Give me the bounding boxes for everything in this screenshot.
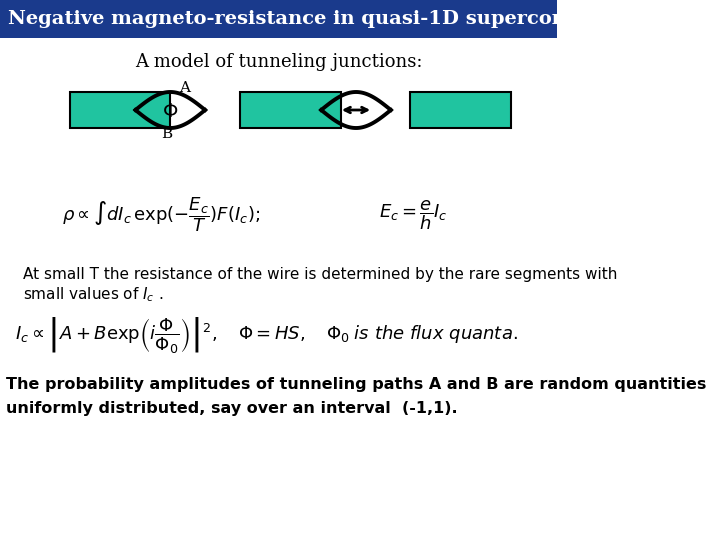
Text: At small T the resistance of the wire is determined by the rare segments with: At small T the resistance of the wire is… — [23, 267, 618, 282]
Text: Negative magneto-resistance in quasi-1D superconducting wires.: Negative magneto-resistance in quasi-1D … — [8, 10, 720, 28]
Text: The probability amplitudes of tunneling paths A and B are random quantities: The probability amplitudes of tunneling … — [6, 377, 706, 393]
FancyBboxPatch shape — [240, 92, 341, 128]
Text: $E_c = \dfrac{e}{h} I_c$: $E_c = \dfrac{e}{h} I_c$ — [379, 198, 448, 232]
Text: uniformly distributed, say over an interval  (-1,1).: uniformly distributed, say over an inter… — [6, 401, 458, 415]
Text: A: A — [179, 81, 189, 95]
Text: B: B — [161, 127, 172, 141]
Text: $\Phi$: $\Phi$ — [162, 103, 179, 121]
Text: $I_c \propto \left| A + B\exp\!\left(i\dfrac{\Phi}{\Phi_0}\right)\right|^2, \qua: $I_c \propto \left| A + B\exp\!\left(i\d… — [15, 315, 518, 355]
FancyBboxPatch shape — [70, 92, 170, 128]
Text: $\rho \propto \int dI_c \, \exp(-\dfrac{E_c}{T})F(I_c);$: $\rho \propto \int dI_c \, \exp(-\dfrac{… — [62, 195, 260, 234]
Text: small values of $I_c$ .: small values of $I_c$ . — [23, 286, 163, 305]
Text: A model of tunneling junctions:: A model of tunneling junctions: — [135, 53, 423, 71]
FancyBboxPatch shape — [0, 0, 557, 38]
FancyBboxPatch shape — [410, 92, 510, 128]
